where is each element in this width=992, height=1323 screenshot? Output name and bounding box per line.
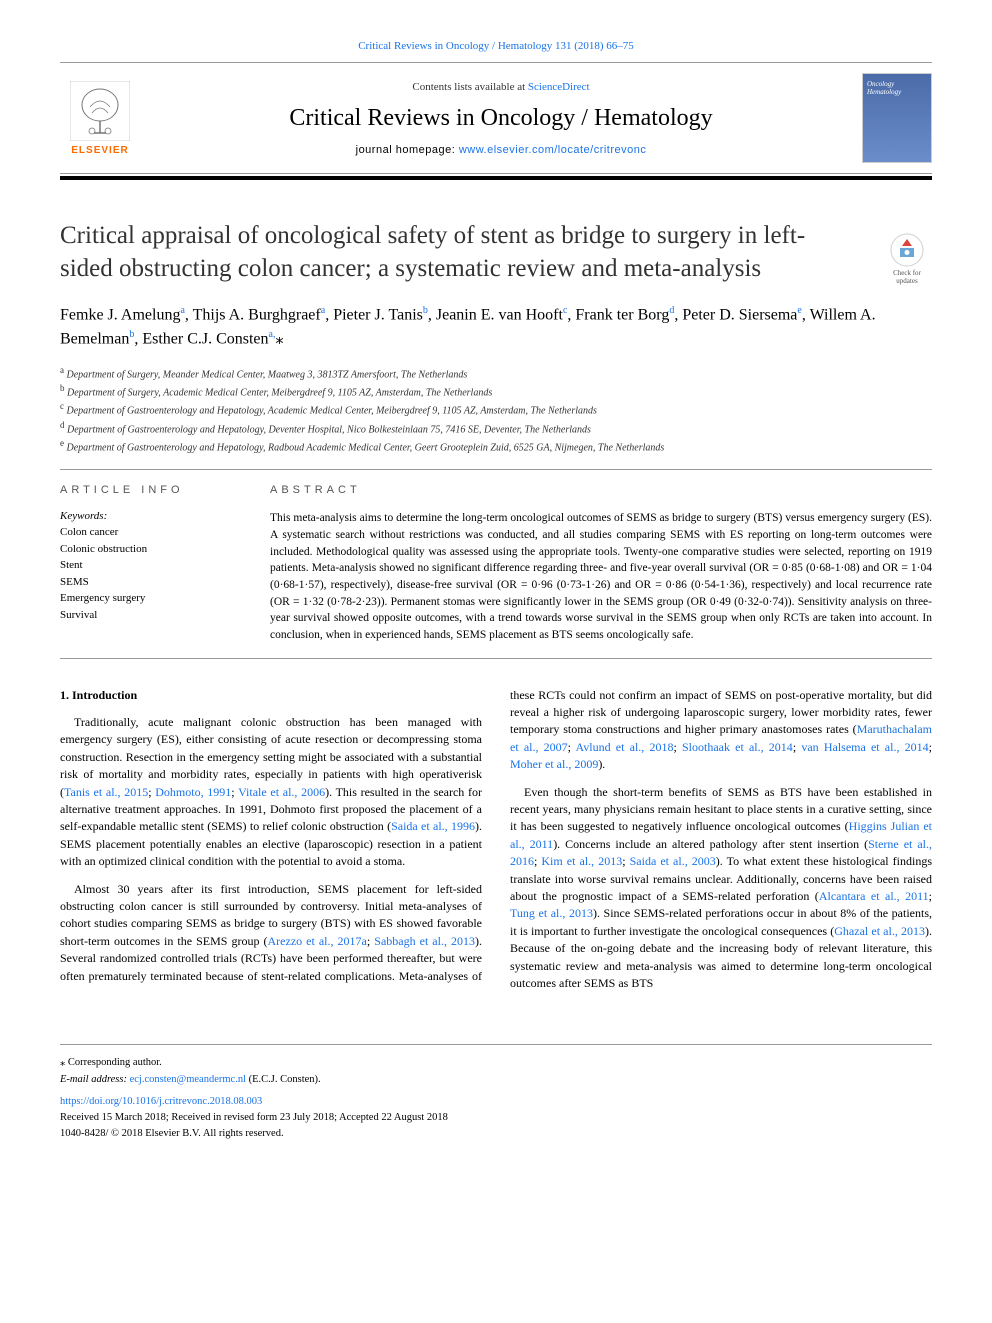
check-updates-badge[interactable]: Check for updates: [882, 233, 932, 285]
affiliation-item: a Department of Surgery, Meander Medical…: [60, 364, 932, 382]
keyword-item: Colonic obstruction: [60, 541, 236, 558]
citation-link[interactable]: Sloothaak et al., 2014: [682, 740, 793, 754]
intro-para1: Traditionally, acute malignant colonic o…: [60, 714, 482, 871]
check-updates-label: Check for updates: [893, 269, 921, 285]
citation-link[interactable]: van Halsema et al., 2014: [801, 740, 928, 754]
doi-link[interactable]: https://doi.org/10.1016/j.critrevonc.201…: [60, 1094, 932, 1110]
abstract-text: This meta-analysis aims to determine the…: [270, 510, 932, 643]
citation-link[interactable]: Vitale et al., 2006: [238, 785, 325, 799]
article-info-column: ARTICLE INFO Keywords: Colon cancerColon…: [60, 484, 260, 643]
received-dates: Received 15 March 2018; Received in revi…: [60, 1110, 932, 1126]
citation-link[interactable]: Saida et al., 1996: [391, 819, 475, 833]
cover-text: Oncology Hematology: [863, 74, 931, 103]
journal-title: Critical Reviews in Oncology / Hematolog…: [160, 105, 842, 132]
check-updates-icon: [890, 233, 924, 267]
citation-link[interactable]: Kim et al., 2013: [541, 854, 622, 868]
journal-cover-thumbnail: Oncology Hematology: [862, 73, 932, 163]
footer: ⁎ Corresponding author. E-mail address: …: [60, 1044, 932, 1142]
sciencedirect-link[interactable]: ScienceDirect: [528, 81, 590, 93]
contents-line: Contents lists available at ScienceDirec…: [160, 81, 842, 93]
header-center: Contents lists available at ScienceDirec…: [160, 81, 842, 156]
keywords-label: Keywords:: [60, 510, 236, 522]
author-list: Femke J. Amelunga, Thijs A. Burghgraefa,…: [60, 303, 932, 352]
issn-copyright: 1040-8428/ © 2018 Elsevier B.V. All righ…: [60, 1126, 932, 1142]
citation-link[interactable]: Moher et al., 2009: [510, 757, 598, 771]
elsevier-tree-icon: [70, 81, 130, 141]
citation-link[interactable]: Avlund et al., 2018: [576, 740, 674, 754]
intro-heading: 1. Introduction: [60, 687, 482, 704]
contents-pre: Contents lists available at: [412, 81, 527, 93]
cover-line1: Oncology: [867, 80, 894, 88]
citation-link[interactable]: Tung et al., 2013: [510, 906, 593, 920]
affiliation-item: b Department of Surgery, Academic Medica…: [60, 382, 932, 400]
homepage-pre: journal homepage:: [356, 144, 459, 156]
journal-homepage: journal homepage: www.elsevier.com/locat…: [160, 144, 842, 156]
email-line: E-mail address: ecj.consten@meandermc.nl…: [60, 1072, 932, 1088]
article-info-heading: ARTICLE INFO: [60, 484, 236, 496]
top-citation: Critical Reviews in Oncology / Hematolog…: [60, 40, 932, 52]
citation-link[interactable]: Saida et al., 2003: [630, 854, 716, 868]
body-columns: 1. Introduction Traditionally, acute mal…: [60, 687, 932, 994]
keyword-item: Stent: [60, 557, 236, 574]
citation-link[interactable]: Sabbagh et al., 2013: [374, 934, 475, 948]
abstract-column: ABSTRACT This meta-analysis aims to dete…: [260, 484, 932, 643]
citation-link[interactable]: Ghazal et al., 2013: [834, 924, 925, 938]
affiliation-item: d Department of Gastroenterology and Hep…: [60, 419, 932, 437]
citation-link[interactable]: Alcantara et al., 2011: [819, 889, 929, 903]
corresponding-author: ⁎ Corresponding author.: [60, 1055, 932, 1071]
publisher-logo: ELSEVIER: [60, 73, 140, 163]
publisher-name: ELSEVIER: [71, 145, 128, 156]
keyword-item: Emergency surgery: [60, 590, 236, 607]
keyword-item: SEMS: [60, 574, 236, 591]
keyword-item: Colon cancer: [60, 524, 236, 541]
homepage-link[interactable]: www.elsevier.com/locate/critrevonc: [459, 144, 647, 156]
affiliation-item: c Department of Gastroenterology and Hep…: [60, 400, 932, 418]
citation-link[interactable]: Dohmoto, 1991: [155, 785, 231, 799]
email-post: (E.C.J. Consten).: [246, 1074, 321, 1085]
article-title: Critical appraisal of oncological safety…: [60, 220, 932, 285]
corresponding-email-link[interactable]: ecj.consten@meandermc.nl: [130, 1074, 246, 1085]
citation-link[interactable]: Arezzo et al., 2017a: [268, 934, 367, 948]
affiliations: a Department of Surgery, Meander Medical…: [60, 364, 932, 456]
journal-header: ELSEVIER Contents lists available at Sci…: [60, 62, 932, 174]
accent-bar: [60, 176, 932, 180]
citation-link[interactable]: Tanis et al., 2015: [64, 785, 148, 799]
email-label: E-mail address:: [60, 1074, 130, 1085]
keyword-item: Survival: [60, 607, 236, 624]
cover-line2: Hematology: [867, 88, 901, 96]
affiliation-item: e Department of Gastroenterology and Hep…: [60, 437, 932, 455]
intro-para3: Even though the short-term benefits of S…: [510, 784, 932, 993]
abstract-heading: ABSTRACT: [270, 484, 932, 496]
